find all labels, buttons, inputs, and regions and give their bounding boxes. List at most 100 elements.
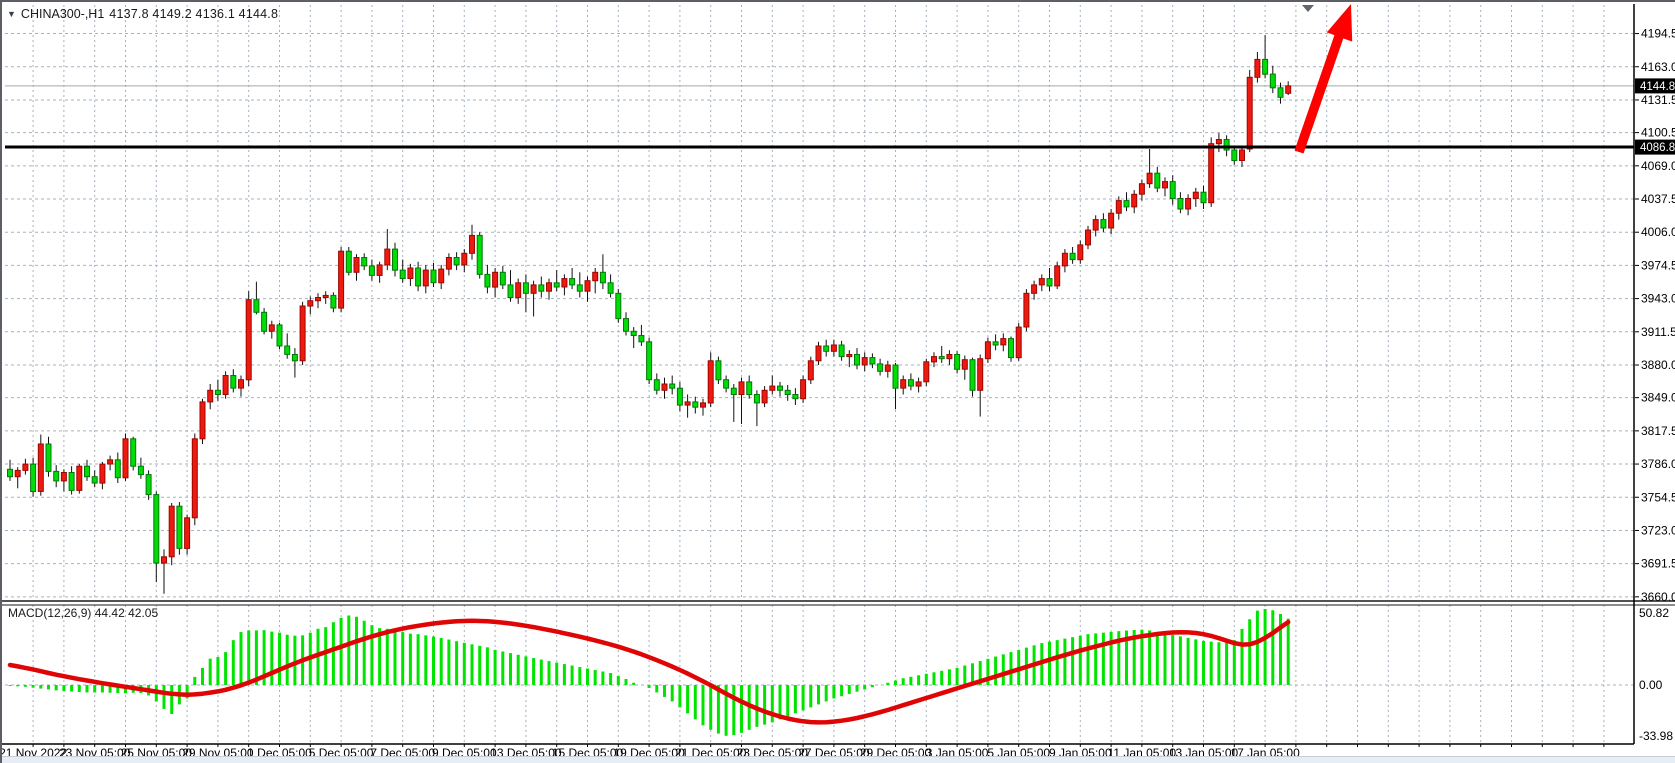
candle-body bbox=[368, 265, 375, 276]
candle-body bbox=[700, 402, 706, 408]
candle-body bbox=[1085, 229, 1091, 246]
candle-body bbox=[1246, 76, 1253, 150]
candle-body bbox=[130, 438, 137, 467]
candle-body bbox=[1023, 292, 1030, 328]
price-axis-label[interactable]: 3786.0 bbox=[1641, 457, 1675, 471]
candle-body bbox=[522, 282, 529, 294]
candle-body bbox=[1223, 139, 1230, 151]
trend-arrow-shaft[interactable] bbox=[1294, 33, 1344, 154]
price-axis-label[interactable]: 3723.0 bbox=[1641, 523, 1675, 537]
candle-body bbox=[476, 234, 483, 275]
candle-body bbox=[37, 443, 44, 492]
candle-body bbox=[692, 401, 699, 408]
price-axis-label[interactable]: 3849.0 bbox=[1641, 391, 1675, 405]
macd-axis-label[interactable]: 50.82 bbox=[1639, 606, 1669, 620]
price-axis-label[interactable]: 4100.5 bbox=[1641, 126, 1675, 140]
candle-body bbox=[30, 463, 37, 493]
price-axis-label[interactable]: 3691.5 bbox=[1641, 557, 1675, 571]
candle-body bbox=[576, 284, 583, 292]
candle-body bbox=[753, 394, 760, 404]
macd-signal-value: 42.05 bbox=[128, 606, 159, 620]
price-axis-label[interactable]: 3817.5 bbox=[1641, 424, 1675, 438]
candle-body bbox=[1254, 58, 1261, 78]
bottom-status-strip bbox=[2, 756, 1675, 763]
price-axis-label[interactable]: 4006.0 bbox=[1641, 225, 1675, 239]
candle-body bbox=[1192, 191, 1199, 199]
macd-axis-label[interactable]: 0.00 bbox=[1639, 678, 1663, 692]
candle-body bbox=[245, 299, 252, 381]
candle-body bbox=[777, 385, 783, 391]
candle-body bbox=[68, 472, 75, 491]
candle-body bbox=[422, 269, 429, 287]
price-axis-label[interactable]: 4069.0 bbox=[1641, 159, 1675, 173]
candle-body bbox=[723, 379, 730, 389]
candle-body bbox=[1115, 200, 1122, 214]
candle-body bbox=[1031, 284, 1038, 294]
price-axis-label[interactable]: 3754.5 bbox=[1641, 490, 1675, 504]
price-axis-label[interactable]: 3911.5 bbox=[1641, 325, 1675, 339]
candle-body bbox=[715, 360, 722, 381]
candle-body bbox=[214, 389, 221, 395]
macd-axis-label[interactable]: -33.98 bbox=[1639, 729, 1673, 743]
candle-body bbox=[584, 280, 591, 292]
candle-body bbox=[592, 271, 599, 282]
candle-body bbox=[253, 299, 260, 313]
symbol-period-label: CHINA300-,H1 bbox=[20, 7, 105, 21]
candle-body bbox=[869, 357, 876, 365]
candle-body bbox=[392, 248, 398, 271]
candle-body bbox=[153, 494, 160, 564]
candle-body bbox=[438, 268, 445, 284]
candle-body bbox=[53, 470, 60, 482]
candle-body bbox=[907, 379, 914, 387]
candle-body bbox=[60, 472, 67, 482]
candle-body bbox=[122, 438, 129, 479]
candle-body bbox=[669, 383, 676, 389]
candle-body bbox=[1092, 219, 1099, 231]
candle-body bbox=[1277, 87, 1284, 98]
price-axis-label[interactable]: 4194.5 bbox=[1641, 27, 1675, 41]
macd-signal-line bbox=[7, 618, 1291, 725]
title-ohlc-values: 4137.8 4149.2 4136.1 4144.8 bbox=[109, 7, 278, 21]
candle-body bbox=[630, 330, 637, 336]
macd-name: MACD(12,26,9) bbox=[8, 606, 92, 620]
candle-body bbox=[561, 278, 568, 288]
candle-body bbox=[992, 341, 999, 346]
candle-body bbox=[161, 556, 167, 564]
candle-body bbox=[1185, 198, 1192, 210]
candle-body bbox=[854, 354, 860, 366]
candle-body bbox=[1046, 278, 1053, 287]
candle-body bbox=[299, 305, 306, 362]
candle-body bbox=[45, 443, 52, 472]
candle-body bbox=[846, 354, 853, 358]
candle-body bbox=[815, 345, 822, 362]
price-axis-label[interactable]: 3880.0 bbox=[1641, 358, 1675, 372]
candle-body bbox=[507, 284, 514, 298]
candle-body bbox=[1061, 252, 1068, 267]
price-axis-label[interactable]: 4163.0 bbox=[1641, 60, 1675, 74]
candle-body bbox=[730, 387, 737, 396]
price-axis-label[interactable]: 3974.5 bbox=[1641, 258, 1675, 272]
candle-body bbox=[330, 294, 337, 309]
candle-body bbox=[284, 345, 291, 355]
price-axis-label[interactable]: 3943.0 bbox=[1641, 292, 1675, 306]
candle-body bbox=[345, 250, 352, 273]
trend-arrow-head[interactable] bbox=[1326, 4, 1353, 42]
candle-body bbox=[892, 364, 899, 389]
candle-body bbox=[646, 341, 653, 381]
candle-body bbox=[1215, 139, 1222, 145]
candle-body bbox=[900, 379, 907, 389]
price-axis-label[interactable]: 4131.5 bbox=[1641, 93, 1675, 107]
title-high: 4149.2 bbox=[152, 7, 192, 21]
candle-body bbox=[191, 438, 198, 519]
candle-body bbox=[76, 465, 83, 491]
candle-body bbox=[1177, 198, 1184, 210]
candle-body bbox=[676, 387, 683, 406]
price-axis-label[interactable]: 4037.5 bbox=[1641, 192, 1675, 206]
candle-body bbox=[961, 359, 968, 370]
candle-body bbox=[792, 394, 799, 400]
candle-body bbox=[938, 356, 945, 360]
candle-body bbox=[530, 284, 537, 294]
candle-body bbox=[977, 358, 984, 391]
candle-body bbox=[261, 311, 268, 332]
